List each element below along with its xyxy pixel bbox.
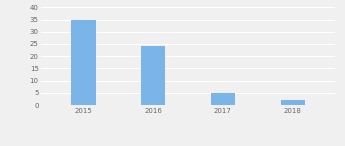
Bar <box>71 20 96 105</box>
Bar <box>141 46 165 105</box>
Bar <box>280 100 305 105</box>
Bar <box>211 93 235 105</box>
